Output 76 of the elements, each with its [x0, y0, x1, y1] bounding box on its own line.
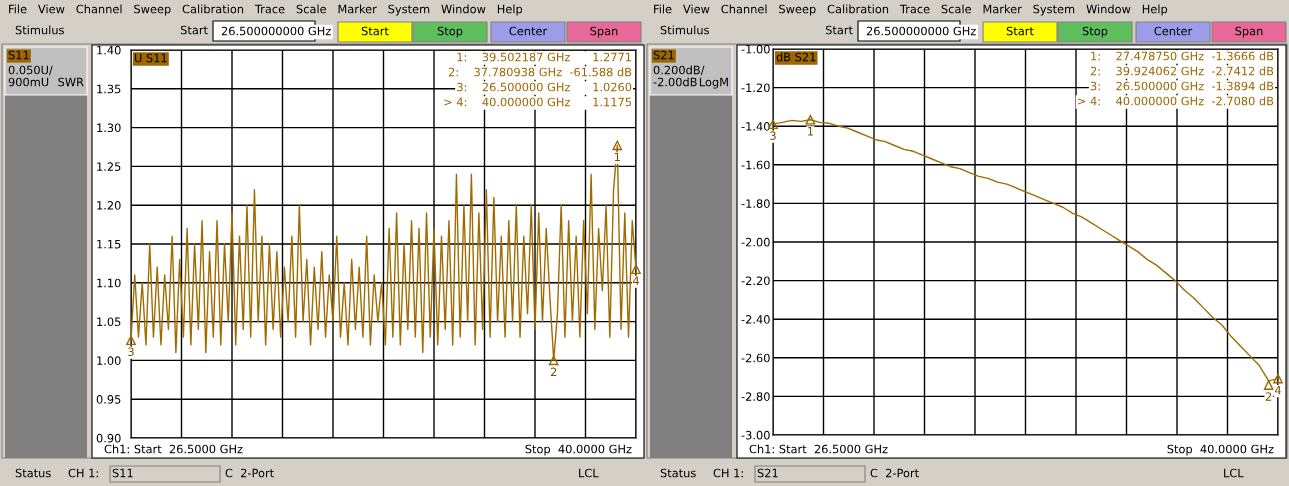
annotation: 2: 37.780938 GHz -61.588 dB: [448, 67, 632, 77]
annotation: > 4: 40.000000 GHz -2.7080 dB: [1078, 96, 1274, 106]
text: LCL: [579, 468, 599, 478]
text: LCL: [1224, 468, 1244, 478]
y-tick-label: -1.00: [741, 44, 770, 54]
text: Stimulus: [15, 25, 64, 35]
text: S21: [757, 468, 778, 478]
y-tick-label: -1.20: [741, 83, 770, 93]
y-tick-label: -2.20: [741, 276, 770, 286]
annotation: 3: 26.500000 GHz -1.3894 dB: [1090, 81, 1274, 91]
text: Start: [361, 26, 389, 36]
y-tick-label: -2.80: [741, 392, 770, 401]
annotation: 4: [1274, 385, 1281, 395]
text: 0.050U/: [8, 65, 53, 76]
annotation: 2: [550, 367, 557, 377]
text: Ch1: Start 26.5000 GHz: [104, 444, 243, 454]
text: C 2-Port: [870, 468, 919, 478]
text: CH 1:: [713, 468, 743, 478]
text: Start: [825, 25, 853, 35]
text: Stop 40.0000 GHz: [525, 444, 632, 456]
text: 900mU: [8, 77, 49, 87]
y-tick-label: -1.60: [741, 160, 770, 170]
text: Stimulus: [660, 25, 709, 35]
y-tick-label: 1.00: [97, 356, 121, 365]
text: Stop: [1082, 26, 1108, 38]
text: Span: [1235, 26, 1263, 38]
text: C 2-Port: [225, 468, 274, 478]
text: Stop: [437, 26, 463, 38]
text: S11: [8, 50, 29, 60]
text: Start: [1006, 26, 1034, 36]
text: LogM: [699, 77, 728, 89]
y-tick-label: 1.40: [97, 45, 121, 55]
y-tick-label: 1.25: [97, 162, 121, 171]
annotation: 3: [770, 131, 776, 140]
annotation: 1: [614, 152, 620, 162]
annotation: > 4: 40.000000 GHz 1.1175: [444, 97, 632, 107]
text: S11: [112, 468, 133, 478]
text: Center: [1154, 26, 1193, 36]
y-tick-label: -3.00: [741, 430, 770, 440]
annotation: 3: [128, 347, 134, 357]
text: File View Channel Sweep Calibration Trace Scale Marker System Window Help: [654, 4, 1168, 16]
annotation: 2: 39.924062 GHz -2.7412 dB: [1090, 66, 1274, 76]
annotation: 3: 26.500000 GHz 1.0260: [457, 82, 632, 92]
y-tick-label: 1.10: [97, 278, 121, 288]
text: -2.00dB: [653, 77, 697, 87]
text: CH 1:: [68, 468, 98, 478]
text: Center: [509, 26, 548, 36]
y-tick-label: 1.15: [97, 240, 121, 249]
text: Span: [590, 26, 618, 38]
y-tick-label: 1.20: [97, 201, 121, 210]
annotation: dB S21: [776, 52, 816, 62]
annotation: 1: [808, 127, 813, 136]
y-tick-label: -1.40: [741, 122, 770, 131]
annotation: 1: 39.502187 GHz 1.2771: [457, 52, 631, 62]
y-tick-label: 0.90: [96, 433, 121, 443]
y-tick-label: 1.30: [97, 123, 121, 133]
text: File View Channel Sweep Calibration Trace Scale Marker System Window Help: [9, 4, 523, 16]
text: Status: [15, 468, 51, 478]
y-tick-label: 1.05: [97, 317, 121, 327]
text: S21: [653, 50, 674, 60]
text: Start: [180, 25, 208, 35]
y-tick-label: -2.60: [741, 353, 770, 363]
text: Status: [660, 468, 696, 478]
text: SWR: [58, 77, 84, 87]
annotation: 1: 27.478750 GHz -1.3666 dB: [1091, 51, 1274, 61]
annotation: U S11: [134, 53, 167, 63]
y-tick-label: -1.80: [741, 199, 770, 208]
y-tick-label: -2.40: [741, 315, 770, 324]
y-tick-label: -2.00: [741, 237, 770, 247]
y-tick-label: 0.95: [96, 395, 121, 404]
text: Ch1: Start 26.5000 GHz: [749, 444, 888, 454]
text: 0.200dB/: [653, 65, 705, 76]
annotation: 2: [1265, 392, 1272, 401]
y-tick-label: 1.35: [97, 84, 121, 94]
text: Stop 40.0000 GHz: [1167, 444, 1274, 456]
annotation: 4: [632, 276, 639, 285]
